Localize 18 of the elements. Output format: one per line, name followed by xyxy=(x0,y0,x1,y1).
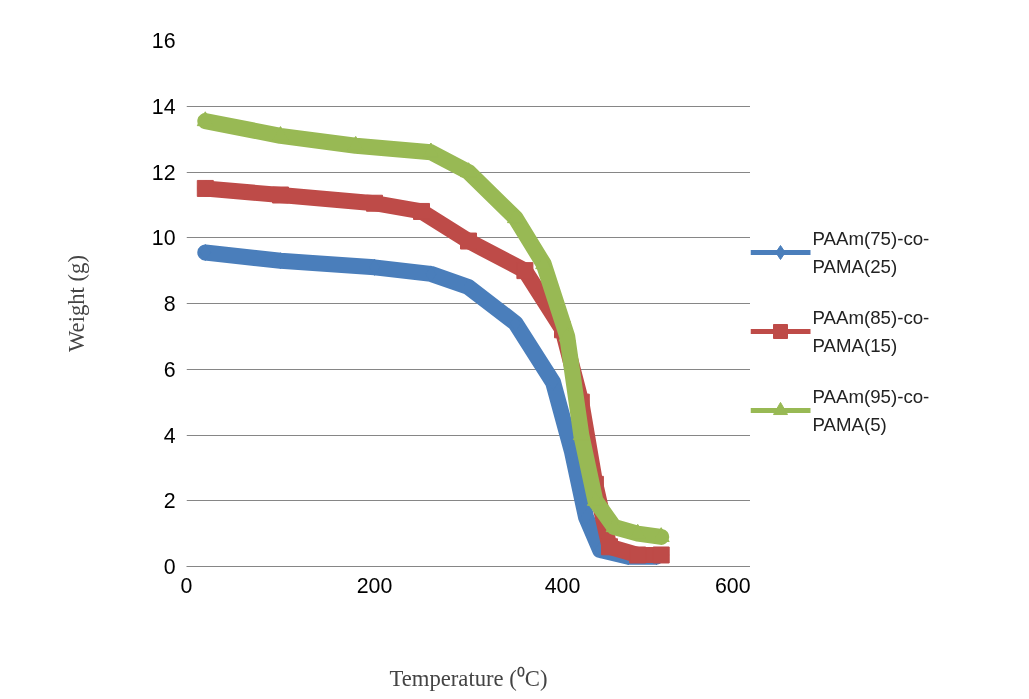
y-tick-label: 2 xyxy=(163,489,176,514)
y-axis-title: Weight (g) xyxy=(63,255,89,352)
y-tick-label: 16 xyxy=(151,29,176,53)
y-tick-label: 6 xyxy=(163,357,176,382)
y-tick-label: 0 xyxy=(163,555,176,579)
y-tick-label: 4 xyxy=(163,423,176,448)
y-tick-label: 8 xyxy=(163,292,176,316)
y-tick-label: 12 xyxy=(151,160,176,185)
legend-label: PAAm(85)-co-PAMA(15) xyxy=(812,307,930,356)
x-tick-label: 0 xyxy=(180,573,193,598)
x-tick-label: 600 xyxy=(714,573,751,598)
x-tick-label: 200 xyxy=(356,573,393,598)
legend-label: PAAm(75)-co-PAMA(25) xyxy=(812,228,930,277)
x-axis-title: Temperature (⁰C) xyxy=(389,665,548,691)
y-tick-label: 10 xyxy=(151,226,176,251)
x-tick-label: 400 xyxy=(544,573,581,598)
y-tick-label: 14 xyxy=(151,94,176,119)
legend-label: PAAm(95)-co-PAMA(5) xyxy=(812,386,930,435)
